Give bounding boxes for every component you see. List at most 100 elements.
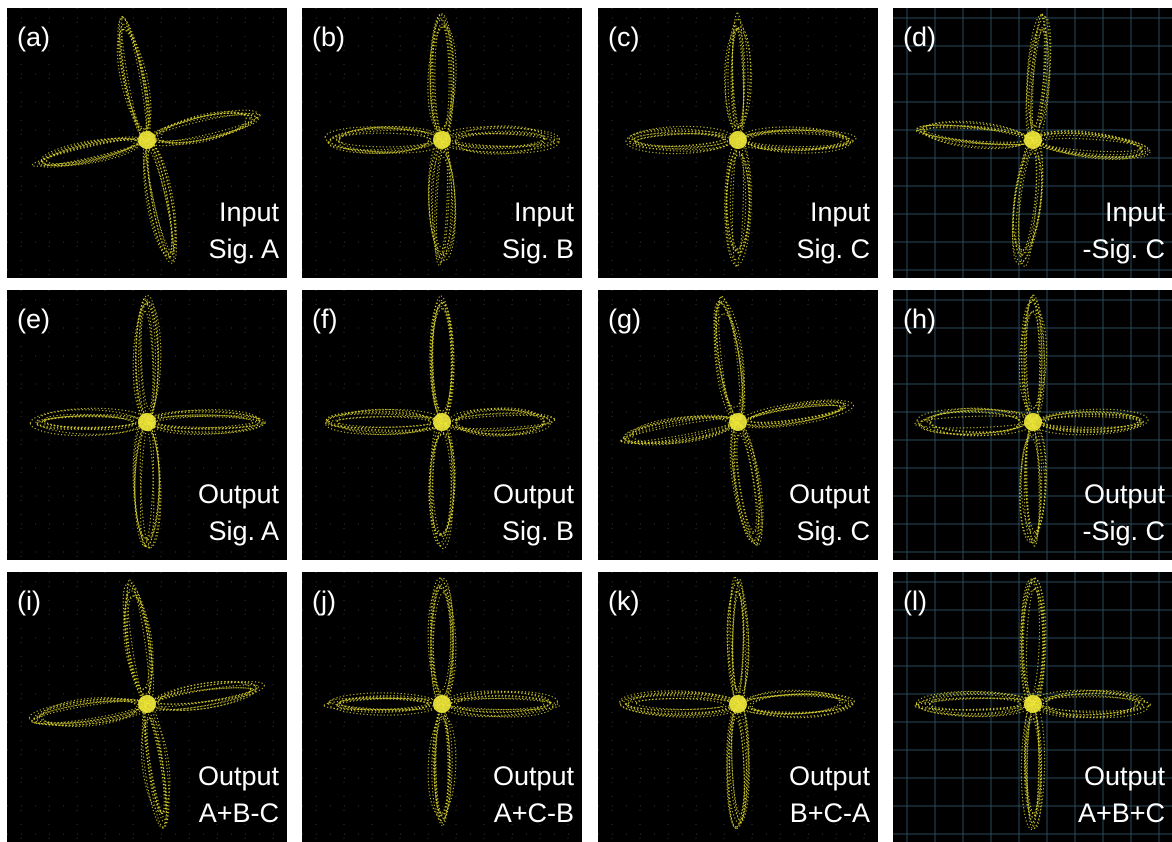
signal-trace xyxy=(36,414,142,430)
signal-trace xyxy=(725,151,751,253)
signal-trace xyxy=(46,139,135,165)
signal-trace xyxy=(142,137,177,264)
signal-trace xyxy=(713,301,746,420)
caption-line: A+C-B xyxy=(494,798,574,828)
signal-trace xyxy=(455,409,545,435)
panel-label: (g) xyxy=(608,304,641,334)
signal-trace xyxy=(1040,412,1142,432)
signal-trace xyxy=(732,594,744,690)
signal-trace xyxy=(455,407,545,437)
signal-trace xyxy=(144,411,266,433)
signal-trace xyxy=(629,130,731,150)
signal-trace xyxy=(156,414,254,430)
signal-trace xyxy=(1019,425,1047,543)
signal-trace xyxy=(454,130,546,150)
panel-label: (e) xyxy=(17,304,50,334)
signal-trace xyxy=(154,112,253,144)
caption-line: Output xyxy=(198,761,280,791)
signal-trace xyxy=(627,414,734,446)
center-blob xyxy=(1024,131,1042,149)
signal-trace xyxy=(1025,296,1041,424)
signal-trace xyxy=(633,132,727,148)
scope-panel: (b) Input Sig. B xyxy=(302,8,582,278)
signal-trace xyxy=(429,19,455,137)
signal-trace xyxy=(1031,130,1151,160)
signal-trace xyxy=(737,693,855,715)
signal-trace xyxy=(134,420,160,548)
panel-label: (l) xyxy=(903,586,927,616)
panel-label: (b) xyxy=(312,22,345,52)
signal-trace xyxy=(631,130,729,150)
signal-trace xyxy=(153,687,256,705)
signal-trace xyxy=(455,131,545,149)
caption-line: Sig. A xyxy=(208,234,279,264)
signal-trace xyxy=(140,718,171,813)
signal-trace xyxy=(124,590,153,695)
signal-trace xyxy=(144,710,168,821)
signal-trace xyxy=(729,154,747,250)
constellation xyxy=(914,294,1149,547)
signal-trace xyxy=(434,138,450,266)
signal-trace xyxy=(1023,294,1043,426)
signal-trace xyxy=(726,150,750,254)
signal-trace xyxy=(930,407,1020,437)
constellation xyxy=(914,577,1151,831)
signal-trace xyxy=(733,433,760,534)
signal-trace xyxy=(41,416,137,428)
signal-trace xyxy=(120,16,148,142)
caption-line: Output xyxy=(493,479,575,509)
scope-panel: (f) Output Sig. B xyxy=(302,290,582,560)
signal-trace xyxy=(156,112,251,144)
signal-trace xyxy=(427,715,457,817)
signal-trace xyxy=(429,421,455,547)
signal-trace xyxy=(427,143,457,261)
constellation xyxy=(31,15,261,264)
caption-line: Sig. B xyxy=(502,516,574,546)
signal-trace xyxy=(432,431,452,537)
signal-trace xyxy=(625,692,735,716)
signal-trace xyxy=(432,713,452,819)
signal-trace xyxy=(336,697,432,711)
center-blob xyxy=(433,413,451,431)
center-blob xyxy=(729,413,747,431)
signal-trace xyxy=(924,691,1026,717)
scope-panel: (h) Output -Sig. C xyxy=(893,290,1172,560)
signal-trace xyxy=(731,12,745,144)
signal-trace xyxy=(145,139,175,262)
signal-trace xyxy=(1027,29,1050,128)
signal-trace xyxy=(328,126,440,154)
signal-trace xyxy=(152,681,256,710)
constellation xyxy=(324,295,556,550)
signal-trace xyxy=(728,578,748,706)
signal-trace xyxy=(336,416,432,428)
signal-trace xyxy=(429,299,455,421)
signal-trace xyxy=(336,132,432,148)
signal-trace xyxy=(431,305,453,415)
panel-label: (k) xyxy=(608,586,639,616)
signal-trace xyxy=(430,583,454,701)
constellation xyxy=(625,12,857,267)
signal-trace xyxy=(431,710,453,822)
panel-label: (j) xyxy=(312,586,336,616)
signal-trace xyxy=(1040,134,1141,156)
signal-trace xyxy=(42,138,139,166)
signal-trace xyxy=(1025,588,1041,696)
signal-trace xyxy=(1022,581,1044,703)
signal-trace xyxy=(432,592,452,692)
signal-trace xyxy=(1033,132,1149,158)
scope-panel: (a) Input Sig. A xyxy=(7,8,287,278)
signal-trace xyxy=(1025,16,1052,141)
signal-trace xyxy=(751,693,841,715)
signal-trace xyxy=(41,697,138,727)
center-blob xyxy=(138,413,156,431)
signal-trace xyxy=(735,129,857,151)
signal-trace xyxy=(430,308,454,412)
signal-trace xyxy=(428,432,456,536)
signal-trace xyxy=(337,695,431,713)
scope-panel: (e) Output Sig. A xyxy=(7,290,287,560)
caption-line: A+B-C xyxy=(199,798,279,828)
signal-trace xyxy=(151,112,257,144)
signal-trace xyxy=(449,691,551,717)
signal-trace xyxy=(1039,137,1142,153)
signal-trace xyxy=(1023,299,1043,421)
